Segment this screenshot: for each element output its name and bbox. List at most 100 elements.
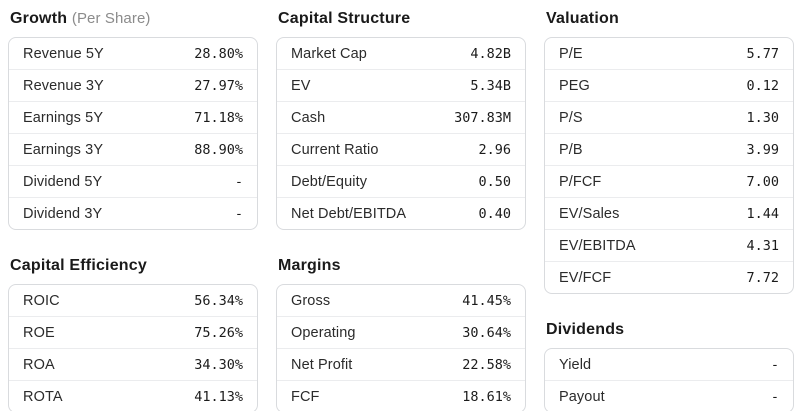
- metric-label: Dividend 3Y: [23, 205, 103, 222]
- metric-value: 56.34%: [194, 292, 243, 309]
- metric-label: PEG: [559, 77, 590, 94]
- section-subtitle-per-share: (Per Share): [71, 10, 151, 27]
- table-row-market-cap: Market Cap 4.82B: [277, 38, 525, 69]
- metric-label: Revenue 3Y: [23, 77, 104, 94]
- metric-value: 41.45%: [462, 292, 511, 309]
- section-capital-structure: Capital Structure Market Cap 4.82B EV 5.…: [276, 8, 526, 230]
- metric-value: 5.34B: [470, 77, 511, 94]
- metric-value: 18.61%: [462, 388, 511, 405]
- table-row-gross: Gross 41.45%: [277, 285, 525, 316]
- section-title-valuation: Valuation: [546, 8, 794, 30]
- metric-value: 7.72: [746, 269, 779, 286]
- metric-label: ROA: [23, 356, 55, 373]
- metric-label: EV/FCF: [559, 269, 612, 286]
- table-row-earnings-5y: Earnings 5Y 71.18%: [9, 101, 257, 133]
- table-row-roe: ROE 75.26%: [9, 316, 257, 348]
- table-row-revenue-5y: Revenue 5Y 28.80%: [9, 38, 257, 69]
- metric-label: Gross: [291, 292, 331, 309]
- metric-value: 7.00: [746, 173, 779, 190]
- table-row-dividend-5y: Dividend 5Y -: [9, 165, 257, 197]
- table-row-payout: Payout -: [545, 380, 793, 411]
- table-row-ps: P/S 1.30: [545, 101, 793, 133]
- margins-table: Gross 41.45% Operating 30.64% Net Profit…: [276, 284, 526, 411]
- metric-value: 2.96: [478, 141, 511, 158]
- metric-label: Current Ratio: [291, 141, 379, 158]
- section-title-capital-efficiency: Capital Efficiency: [10, 255, 258, 277]
- metric-value: -: [770, 388, 779, 405]
- metric-label: EV/EBITDA: [559, 237, 636, 254]
- section-title-margins: Margins: [278, 255, 526, 277]
- metric-value: 28.80%: [194, 45, 243, 62]
- metric-value: 30.64%: [462, 324, 511, 341]
- table-row-dividend-3y: Dividend 3Y -: [9, 197, 257, 229]
- growth-table: Revenue 5Y 28.80% Revenue 3Y 27.97% Earn…: [8, 37, 258, 230]
- metric-label: Cash: [291, 109, 326, 126]
- metric-label: Net Debt/EBITDA: [291, 205, 407, 222]
- metric-value: 4.82B: [470, 45, 511, 62]
- section-title-text: Capital Structure: [278, 10, 411, 27]
- section-title-dividends: Dividends: [546, 319, 794, 341]
- metric-label: FCF: [291, 388, 320, 405]
- metric-label: ROTA: [23, 388, 63, 405]
- section-margins: Margins Gross 41.45% Operating 30.64% Ne…: [276, 255, 526, 411]
- section-title-text: Dividends: [546, 321, 625, 338]
- table-row-earnings-3y: Earnings 3Y 88.90%: [9, 133, 257, 165]
- metric-label: Net Profit: [291, 356, 353, 373]
- section-title-text: Valuation: [546, 10, 619, 27]
- table-row-ev: EV 5.34B: [277, 69, 525, 101]
- metric-value: -: [234, 173, 243, 190]
- dividends-table: Yield - Payout -: [544, 348, 794, 411]
- metric-value: 1.30: [746, 109, 779, 126]
- metric-label: Earnings 5Y: [23, 109, 104, 126]
- metric-label: Earnings 3Y: [23, 141, 104, 158]
- capital-efficiency-table: ROIC 56.34% ROE 75.26% ROA 34.30% ROTA 4…: [8, 284, 258, 411]
- section-dividends: Dividends Yield - Payout -: [544, 319, 794, 411]
- section-title-text: Margins: [278, 257, 341, 274]
- metric-label: P/FCF: [559, 173, 602, 190]
- column-left: Growth (Per Share) Revenue 5Y 28.80% Rev…: [8, 8, 258, 411]
- column-middle: Capital Structure Market Cap 4.82B EV 5.…: [276, 8, 526, 411]
- metric-label: Debt/Equity: [291, 173, 368, 190]
- table-row-net-debt-ebitda: Net Debt/EBITDA 0.40: [277, 197, 525, 229]
- metric-label: P/B: [559, 141, 583, 158]
- metric-value: 3.99: [746, 141, 779, 158]
- metric-value: 5.77: [746, 45, 779, 62]
- metric-value: 71.18%: [194, 109, 243, 126]
- table-row-pe: P/E 5.77: [545, 38, 793, 69]
- metric-label: ROIC: [23, 292, 60, 309]
- metric-value: 75.26%: [194, 324, 243, 341]
- metric-label: Yield: [559, 356, 592, 373]
- table-row-roic: ROIC 56.34%: [9, 285, 257, 316]
- metric-label: Operating: [291, 324, 356, 341]
- metric-value: 307.83M: [454, 109, 511, 126]
- table-row-rota: ROTA 41.13%: [9, 380, 257, 411]
- section-valuation: Valuation P/E 5.77 PEG 0.12 P/S 1.30 P/B…: [544, 8, 794, 294]
- table-row-yield: Yield -: [545, 349, 793, 380]
- metric-value: 88.90%: [194, 141, 243, 158]
- metric-label: P/S: [559, 109, 583, 126]
- table-row-ev-fcf: EV/FCF 7.72: [545, 261, 793, 293]
- metric-value: 22.58%: [462, 356, 511, 373]
- section-title-text: Capital Efficiency: [10, 257, 147, 274]
- table-row-peg: PEG 0.12: [545, 69, 793, 101]
- table-row-fcf: FCF 18.61%: [277, 380, 525, 411]
- table-row-roa: ROA 34.30%: [9, 348, 257, 380]
- section-capital-efficiency: Capital Efficiency ROIC 56.34% ROE 75.26…: [8, 255, 258, 411]
- table-row-cash: Cash 307.83M: [277, 101, 525, 133]
- metric-label: EV: [291, 77, 311, 94]
- metric-label: Payout: [559, 388, 605, 405]
- metric-value: 0.40: [478, 205, 511, 222]
- metric-value: 41.13%: [194, 388, 243, 405]
- metric-value: 0.50: [478, 173, 511, 190]
- metric-value: -: [234, 205, 243, 222]
- metric-value: 1.44: [746, 205, 779, 222]
- metric-label: Market Cap: [291, 45, 367, 62]
- valuation-table: P/E 5.77 PEG 0.12 P/S 1.30 P/B 3.99 P/FC…: [544, 37, 794, 294]
- section-title-capital-structure: Capital Structure: [278, 8, 526, 30]
- metric-label: P/E: [559, 45, 583, 62]
- table-row-pb: P/B 3.99: [545, 133, 793, 165]
- metric-label: Dividend 5Y: [23, 173, 103, 190]
- table-row-ev-sales: EV/Sales 1.44: [545, 197, 793, 229]
- column-right: Valuation P/E 5.77 PEG 0.12 P/S 1.30 P/B…: [544, 8, 794, 411]
- section-title-growth: Growth (Per Share): [10, 8, 258, 30]
